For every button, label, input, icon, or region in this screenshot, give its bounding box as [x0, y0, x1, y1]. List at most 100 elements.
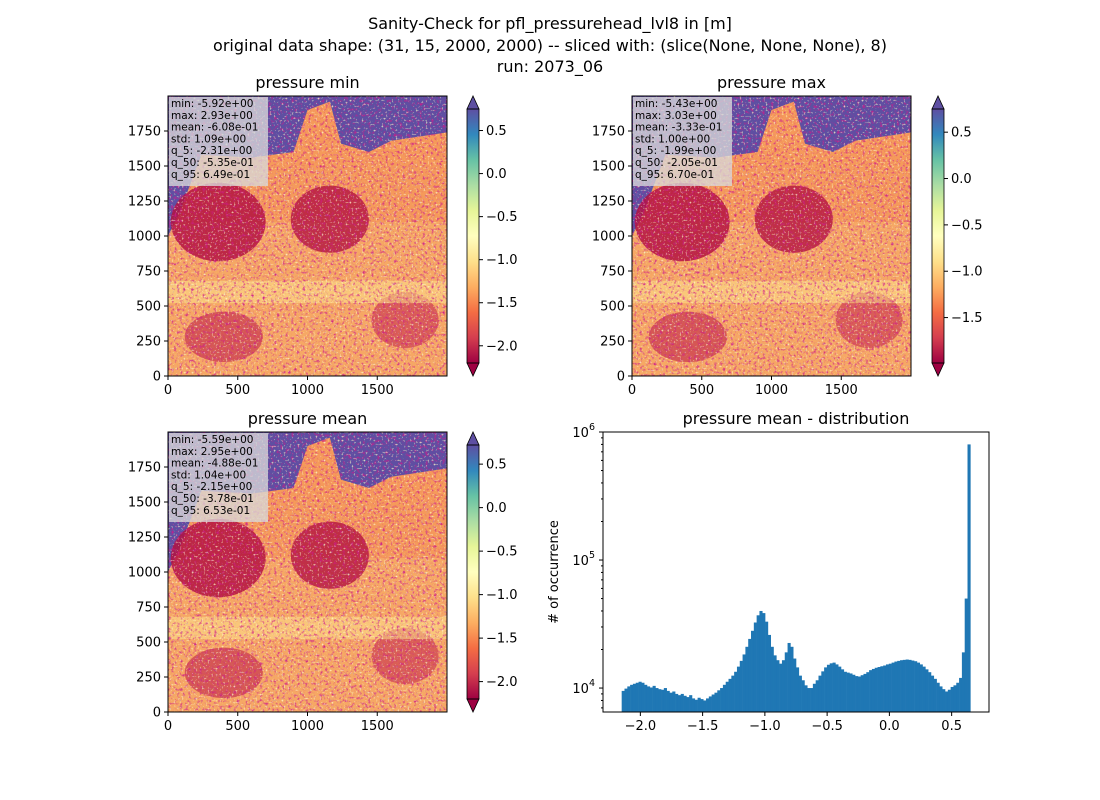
y-tick-label: 250 [600, 335, 625, 350]
y-tick-label: 1250 [128, 195, 161, 210]
colorbar-frame [466, 108, 480, 364]
histogram-bar [804, 685, 808, 712]
colorbar-frame [466, 444, 480, 700]
colorbar-tick-label: 0.0 [486, 501, 507, 516]
histogram-panel: pressure mean - distribution −2.0 −1.5 −1.0… [547, 409, 990, 734]
histogram-bar [756, 615, 760, 712]
stats-line: q_5: -2.15e+00 [171, 481, 252, 493]
colorbar-tick-label: −1.5 [951, 311, 983, 326]
histogram-bar [824, 667, 828, 712]
histogram-bar [781, 660, 786, 712]
histogram-bar [779, 663, 783, 712]
colorbar-extend-min [931, 362, 945, 377]
y-tick-label: 750 [136, 601, 161, 616]
histogram-bar [700, 699, 704, 712]
y-tick-label: 750 [600, 265, 625, 280]
y-tick-label: 106 [572, 422, 595, 441]
y-tick-label: 500 [600, 300, 625, 315]
x-tick-label: 0 [164, 383, 172, 398]
colorbar-tick-label: −0.5 [951, 218, 983, 233]
stats-line: q_95: 6.70e-01 [635, 169, 714, 181]
colorbar-tick-label: 0.5 [486, 458, 507, 473]
histogram-bar [765, 621, 769, 712]
histogram-bar [641, 682, 645, 712]
histogram-bar [961, 652, 965, 712]
y-tick-label: 1000 [128, 230, 161, 245]
histogram-bar [916, 662, 921, 712]
heatmap-panel-0: pressure min 0 500 1000 1500 0 250 500 750 1000 12… [128, 73, 518, 398]
histogram-bar [810, 688, 814, 712]
histogram-bar [826, 664, 831, 712]
histogram-bar [919, 664, 923, 712]
x-tick-label: 1500 [825, 383, 858, 398]
histogram-bar [883, 665, 887, 712]
histogram-bars [621, 444, 971, 712]
stats-line: max: 2.93e+00 [171, 110, 253, 122]
histogram-bar [644, 684, 648, 712]
histogram-bar [767, 634, 771, 712]
y-tick-label: 1000 [592, 230, 625, 245]
histogram-bar [675, 693, 679, 712]
x-tick-label: 0 [164, 719, 172, 734]
x-tick-label: 500 [225, 383, 250, 398]
histogram-bar [880, 666, 884, 712]
stats-line: mean: -3.33e-01 [635, 122, 722, 134]
colorbar-extend-min [466, 362, 480, 377]
histogram-bar [832, 662, 836, 712]
stats-line: q_95: 6.49e-01 [171, 169, 250, 181]
histogram-bar [638, 681, 642, 712]
histogram-bar [891, 662, 895, 712]
histogram-bar [838, 666, 842, 712]
histogram-bar [855, 676, 859, 712]
y-tick-label: 1000 [128, 566, 161, 581]
histogram-bar [776, 660, 780, 712]
histogram-bar [666, 690, 670, 712]
y-tick-label: 105 [572, 550, 595, 569]
colorbar: −2.0 −1.5 −1.0 −0.5 0.0 0.5 [466, 431, 518, 713]
histogram-bar [815, 680, 819, 712]
heatmap-panel-2: pressure mean 0 500 1000 1500 0 250 500 750 1000 1… [128, 409, 518, 734]
stats-line: max: 2.95e+00 [171, 446, 253, 458]
colorbar-tick-label: 0.0 [951, 172, 972, 187]
stats-line: mean: -4.88e-01 [171, 458, 258, 470]
colorbar-tick-label: −0.5 [486, 210, 518, 225]
x-tick-label: −1.0 [749, 719, 781, 734]
histogram-bar [950, 686, 954, 712]
y-tick-label: 0 [153, 370, 161, 385]
histogram-bar [812, 683, 816, 712]
histogram-bar [680, 693, 684, 712]
histogram-bar [953, 685, 957, 712]
heatmap-noise [632, 166, 911, 376]
histogram-bar [871, 668, 876, 712]
histogram-bar [945, 691, 949, 712]
x-tick-label: 500 [225, 719, 250, 734]
panel-title: pressure mean - distribution [683, 409, 910, 428]
y-tick-label: 500 [136, 636, 161, 651]
y-tick-label: 1500 [128, 496, 161, 511]
x-tick-label: 1000 [755, 383, 788, 398]
y-tick-label: 250 [136, 671, 161, 686]
x-tick-label: 0.0 [879, 719, 900, 734]
histogram-bar [728, 678, 732, 712]
histogram-bar [734, 671, 738, 712]
panel-title: pressure max [717, 73, 826, 92]
stats-box-bg [169, 97, 268, 186]
histogram-bar [742, 654, 746, 712]
colorbar-tick-label: 0.5 [951, 126, 972, 141]
histogram-bar [894, 661, 898, 712]
colorbar-tick-label: −0.5 [486, 545, 518, 560]
x-tick-label: 500 [689, 383, 714, 398]
y-tick-label: 1750 [128, 461, 161, 476]
heatmap-noise [168, 502, 447, 712]
stats-line: std: 1.04e+00 [171, 469, 246, 481]
x-tick-label: −2.0 [625, 719, 657, 734]
colorbar-tick-label: −1.5 [486, 296, 518, 311]
histogram-bar [731, 675, 735, 712]
heatmap-panel-1: pressure max 0 500 1000 1500 0 250 500 750 1000 12… [592, 73, 983, 398]
colorbar-gradient [932, 109, 944, 363]
histogram-bar [694, 699, 698, 712]
y-tick-label: 1500 [128, 160, 161, 175]
